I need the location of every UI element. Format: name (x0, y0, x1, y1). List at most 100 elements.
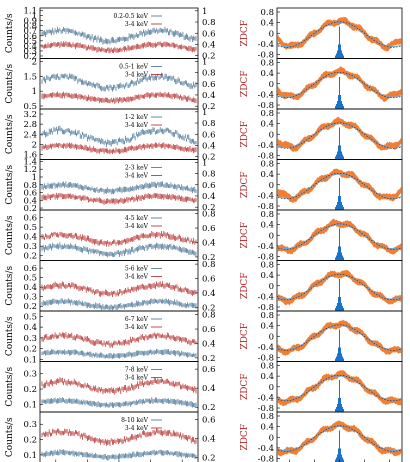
zdcf-peak-bar (337, 454, 338, 462)
zdcf-ytick-label: 0 (269, 130, 274, 140)
zdcf-ytick-label: -0.8 (258, 253, 274, 263)
zdcf-ytick-label: 0.8 (260, 361, 274, 371)
zdcf-ytick-label: 0.4 (260, 19, 274, 29)
zdcf-model-line (277, 173, 402, 199)
zdcf-peak-bar (335, 358, 336, 362)
lc-ref-series (41, 91, 197, 104)
zdcf-peak-bar (340, 398, 341, 412)
zdcf-ytick-label: 0.8 (260, 260, 274, 270)
zdcf-ytick-label: 0.4 (260, 221, 274, 231)
zdcf-model-line (277, 274, 402, 300)
lc-ytick-label: 0.4 (23, 283, 37, 293)
zdcf-peak-bar (339, 77, 340, 109)
zdcf-ytick-label: 0.8 (260, 109, 274, 119)
lc-ytick-label: 0.5 (23, 274, 37, 284)
zdcf-reference-line (277, 375, 402, 402)
zdcf-ytick-label: -0.4 (258, 242, 274, 252)
zdcf-ytick-label: -0.4 (258, 343, 274, 353)
lc-rtick-label: 0.8 (202, 18, 216, 28)
zdcf-model-line (277, 375, 402, 401)
lc-ytick-label: 0.6 (23, 189, 37, 199)
zdcf-reference-line (277, 324, 402, 351)
zdcf-peak-bar (337, 353, 338, 362)
lc-ref-series (41, 332, 197, 349)
lc-rtick-label: 0.6 (202, 365, 216, 375)
zdcf-peak-bar (335, 156, 336, 160)
zdcf-ytick-label: -0.8 (258, 101, 274, 111)
lc-ytick-label: 2 (32, 140, 37, 150)
lc-legend-ref: 3-4 keV (125, 425, 149, 432)
lc-ytick-label: 0.1 (23, 400, 37, 410)
zdcf-model-line (277, 426, 402, 451)
lc-legend-band: 6-7 keV (125, 316, 149, 323)
zdcf-band (277, 420, 402, 457)
zdcf-peak-bar (338, 145, 339, 160)
lc-ylabel: Counts/s (5, 114, 15, 154)
zdcf-peak-bar (336, 255, 337, 261)
zdcf-peak-bar (343, 308, 344, 311)
lc-ytick-label: 0.1 (23, 451, 37, 461)
lc-ytick-label: 0.2 (23, 302, 37, 312)
lc-ytick-label: 0.3 (23, 242, 37, 252)
zdcf-peak-bar (343, 156, 344, 160)
lc-legend-band: 0.5-1 keV (119, 64, 148, 71)
lc-rtick-label: 0.6 (202, 80, 216, 90)
lc-ref-series (41, 281, 197, 298)
lc-rtick-label: 0.8 (202, 260, 216, 270)
zdcf-peak-bar (343, 106, 344, 109)
zdcf-peak-bar (336, 104, 337, 109)
zdcf-peak-bar (341, 50, 342, 59)
lc-rtick-label: 0.6 (202, 130, 216, 140)
zdcf-ytick-label: 0.8 (260, 210, 274, 220)
zdcf-peak-bar (342, 205, 343, 210)
lc-rtick-label: 0.2 (202, 403, 216, 413)
zdcf-peak-bar (335, 257, 336, 261)
zdcf-ylabel: ZDCF (240, 424, 250, 451)
lc-legend-band: 0.2-0.5 keV (113, 13, 148, 20)
lc-rtick-label: 0.2 (202, 303, 216, 313)
zdcf-peak-bar (340, 448, 341, 462)
zdcf-peak-bar (335, 308, 336, 311)
zdcf-peak-bar (341, 101, 342, 109)
lc-band-series (41, 242, 197, 258)
zdcf-ylabel: ZDCF (240, 121, 250, 148)
lc-ytick-label: 0.2 (23, 345, 37, 355)
zdcf-peak-bar (336, 407, 337, 412)
zdcf-peak-bar (341, 404, 342, 412)
lc-rtick-label: 0.6 (202, 325, 216, 335)
lc-rtick-label: 0.2 (202, 153, 216, 163)
zdcf-ytick-label: 0.4 (260, 69, 274, 79)
zdcf-ytick-label: -0.8 (258, 202, 274, 212)
zdcf-band (277, 218, 402, 255)
lc-ylabel: Counts/s (5, 417, 15, 457)
lc-ytick-label: 1 (32, 173, 37, 183)
zdcf-reference-line (277, 274, 402, 301)
zdcf-peak-bar (343, 358, 344, 362)
zdcf-peak-bar (338, 347, 339, 362)
zdcf-peak-bar (337, 404, 338, 412)
lc-legend-band: 5-6 keV (125, 266, 149, 273)
zdcf-peak-bar (339, 127, 340, 160)
lc-legend-ref: 3-4 keV (125, 72, 149, 79)
lc-rtick-label: 0.4 (202, 384, 216, 394)
zdcf-peak-bar (336, 457, 337, 462)
zdcf-reference-line (277, 173, 402, 200)
zdcf-ytick-label: 0.4 (260, 372, 274, 382)
zdcf-peak-bar (342, 306, 343, 311)
zdcf-peak-bar (343, 207, 344, 210)
lc-ytick-label: 0.4 (23, 233, 37, 243)
lc-ytick-label: 0.3 (23, 47, 37, 57)
zdcf-peak-bar (341, 353, 342, 362)
lc-band-series (41, 181, 197, 195)
lc-rtick-label: 1 (202, 108, 207, 118)
zdcf-model-line (277, 325, 402, 350)
zdcf-peak-bar (343, 257, 344, 261)
zdcf-ytick-label: -0.8 (258, 354, 274, 364)
zdcf-ytick-label: -0.4 (258, 40, 274, 50)
zdcf-ytick-label: -0.4 (258, 292, 274, 302)
lc-rtick-label: 0.6 (202, 416, 216, 426)
lc-rtick-label: 0.4 (202, 339, 216, 349)
zdcf-peak-bar (340, 95, 341, 109)
zdcf-ytick-label: -0.8 (258, 455, 274, 462)
